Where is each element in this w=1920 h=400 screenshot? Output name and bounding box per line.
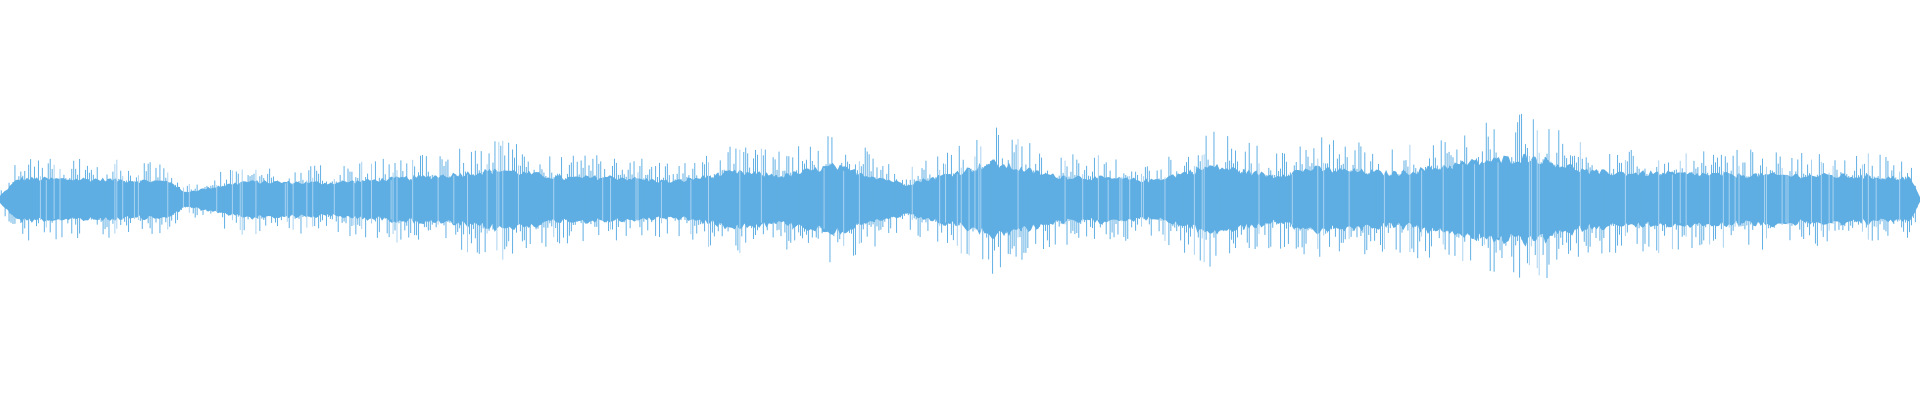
waveform-peaks [0, 113, 1918, 279]
waveform-body [0, 153, 1920, 247]
waveform-soft-peaks [39, 130, 1901, 276]
